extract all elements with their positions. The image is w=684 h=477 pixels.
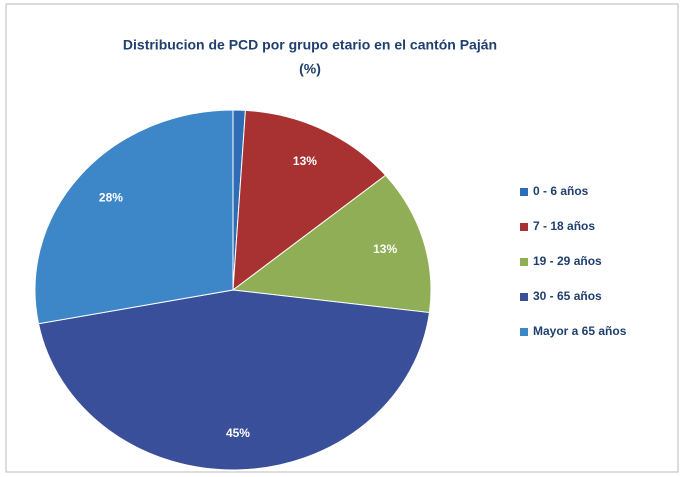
legend-swatch [520, 328, 528, 336]
legend-swatch [520, 188, 528, 196]
legend-label: 0 - 6 años [533, 184, 589, 198]
legend-label: Mayor a 65 años [533, 324, 627, 338]
pie-slice [37, 289, 431, 471]
legend-label: 30 - 65 años [533, 289, 602, 303]
legend-label: 19 - 29 años [533, 254, 602, 268]
legend-swatch [520, 293, 528, 301]
pie-slice [232, 109, 387, 292]
data-label: 13% [293, 154, 317, 168]
chart-subtitle: (%) [299, 61, 321, 77]
pie-slice [34, 109, 234, 325]
legend-swatch [520, 258, 528, 266]
data-label: 1% [231, 88, 249, 102]
data-label: 45% [226, 426, 250, 440]
pie-slice [231, 174, 432, 314]
data-label: 13% [373, 242, 397, 256]
legend-swatch [520, 223, 528, 231]
chart-title: Distribucion de PCD por grupo etario en … [123, 37, 497, 53]
legend-label: 7 - 18 años [533, 219, 595, 233]
data-label: 28% [99, 190, 123, 204]
